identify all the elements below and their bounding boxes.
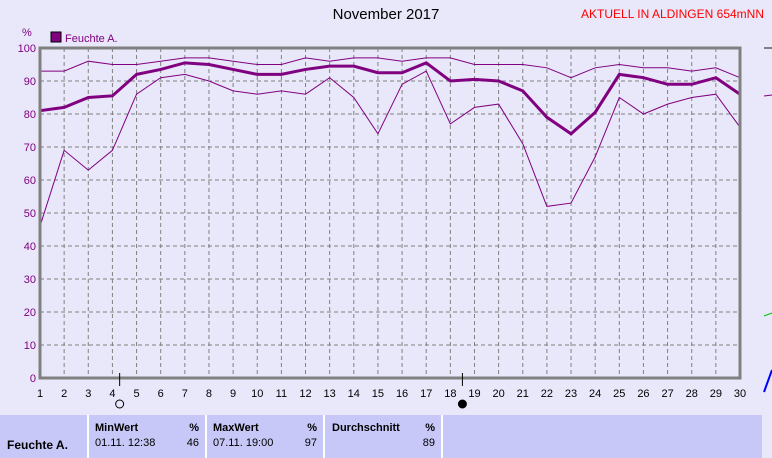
x-tick-label: 3 (85, 388, 91, 400)
min-unit: % (189, 422, 199, 434)
avg-cell: Durchschnitt % 89 (323, 415, 441, 458)
y-tick-label: 80 (24, 109, 36, 121)
max-cell: MaxWert % 07.11. 19:00 97 (205, 415, 323, 458)
x-tick-label: 10 (251, 388, 263, 400)
series-line-min (39, 70, 741, 227)
x-tick-label: 14 (348, 388, 360, 400)
x-tick-label: 12 (299, 388, 311, 400)
max-value: 97 (304, 437, 317, 449)
x-tick-label: 24 (589, 388, 601, 400)
y-tick-label: 70 (24, 142, 36, 154)
x-tick-label: 22 (541, 388, 553, 400)
x-tick-label: 21 (517, 388, 529, 400)
max-time: 07.11. 19:00 (213, 437, 274, 449)
x-tick-label: 23 (565, 388, 577, 400)
plot-frame (38, 46, 742, 380)
min-value: 46 (186, 437, 199, 449)
x-tick-label: 9 (230, 388, 236, 400)
x-tick-label: 6 (158, 388, 164, 400)
legend-swatch (50, 31, 62, 43)
y-tick-label: 10 (24, 340, 36, 352)
x-tick-label: 2 (61, 388, 67, 400)
y-tick-label: 50 (24, 208, 36, 220)
next-chart-fragment (763, 47, 772, 393)
y-tick-label: 60 (24, 175, 36, 187)
x-tick-label: 18 (444, 388, 456, 400)
legend-label: Feuchte A. (65, 33, 118, 45)
x-tick-label: 15 (372, 388, 384, 400)
x-tick-label: 17 (420, 388, 432, 400)
x-tick-label: 30 (734, 388, 746, 400)
series-line-mean (39, 61, 741, 136)
y-tick-label: 0 (30, 373, 36, 385)
full-moon-icon (115, 399, 125, 409)
max-unit: % (307, 422, 317, 434)
avg-value: 89 (422, 437, 435, 449)
x-tick-label: 16 (396, 388, 408, 400)
x-tick-label: 25 (613, 388, 625, 400)
stats-table: Feuchte A. MinWert % 01.11. 12:38 46 Max… (0, 415, 762, 458)
x-tick-label: 29 (710, 388, 722, 400)
min-time: 01.11. 12:38 (95, 437, 156, 449)
x-tick-label: 19 (468, 388, 480, 400)
x-tick-label: 11 (276, 388, 287, 400)
empty-cell (441, 415, 764, 458)
station-label: AKTUELL IN ALDINGEN 654mNN (581, 7, 764, 21)
x-tick-label: 27 (661, 388, 673, 400)
x-tick-label: 1 (37, 388, 43, 400)
x-tick-label: 4 (109, 388, 115, 400)
y-tick-label: 30 (24, 274, 36, 286)
min-header: MinWert (95, 422, 139, 434)
y-tick-label: 40 (24, 241, 36, 253)
avg-header: Durchschnitt (332, 422, 400, 434)
min-cell: MinWert % 01.11. 12:38 46 (87, 415, 205, 458)
x-tick-label: 28 (686, 388, 698, 400)
x-tick-label: 13 (324, 388, 336, 400)
x-tick-label: 7 (182, 388, 188, 400)
avg-unit: % (425, 422, 435, 434)
stats-row-label: Feuchte A. (7, 438, 68, 452)
y-axis-label: % (22, 27, 32, 39)
x-tick-label: 8 (206, 388, 212, 400)
y-tick-label: 100 (18, 43, 36, 55)
new-moon-icon (457, 399, 467, 409)
max-header: MaxWert (213, 422, 259, 434)
x-tick-label: 20 (492, 388, 504, 400)
y-tick-label: 90 (24, 76, 36, 88)
chart-title: November 2017 (332, 6, 440, 23)
y-tick-label: 20 (24, 307, 36, 319)
x-tick-label: 5 (133, 388, 139, 400)
series-line-max (40, 57, 741, 79)
x-tick-label: 26 (637, 388, 649, 400)
